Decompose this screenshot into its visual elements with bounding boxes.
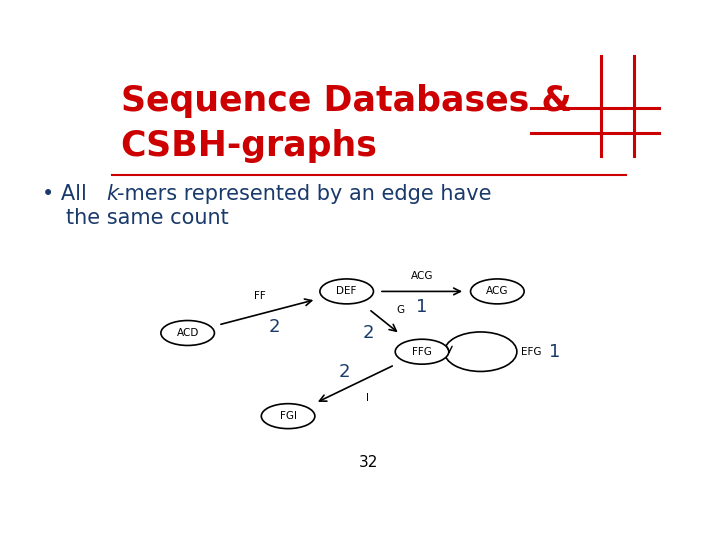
Text: • All: • All bbox=[42, 184, 94, 204]
Text: G: G bbox=[397, 305, 405, 315]
Text: Sequence Databases &: Sequence Databases & bbox=[121, 84, 572, 118]
Text: FFG: FFG bbox=[412, 347, 432, 357]
Text: 32: 32 bbox=[359, 455, 379, 470]
Text: DEF: DEF bbox=[336, 286, 357, 296]
Ellipse shape bbox=[471, 279, 524, 304]
Text: 1: 1 bbox=[549, 343, 561, 361]
Ellipse shape bbox=[320, 279, 374, 304]
Text: k: k bbox=[107, 184, 119, 204]
Text: 2: 2 bbox=[269, 318, 280, 336]
Text: EFG: EFG bbox=[521, 347, 542, 357]
Text: ACG: ACG bbox=[486, 286, 508, 296]
Text: CSBH-graphs: CSBH-graphs bbox=[121, 129, 377, 163]
Text: 1: 1 bbox=[416, 298, 428, 316]
Text: -mers represented by an edge have: -mers represented by an edge have bbox=[117, 184, 492, 204]
Text: FF: FF bbox=[253, 291, 265, 301]
Text: FGI: FGI bbox=[279, 411, 297, 421]
Text: 2: 2 bbox=[362, 324, 374, 342]
Text: 2: 2 bbox=[338, 363, 350, 381]
Ellipse shape bbox=[261, 404, 315, 429]
Text: I: I bbox=[366, 393, 369, 403]
Ellipse shape bbox=[395, 339, 449, 364]
Text: ACD: ACD bbox=[176, 328, 199, 338]
Text: the same count: the same count bbox=[66, 208, 229, 228]
Text: ACG: ACG bbox=[410, 271, 433, 281]
Ellipse shape bbox=[161, 321, 215, 346]
